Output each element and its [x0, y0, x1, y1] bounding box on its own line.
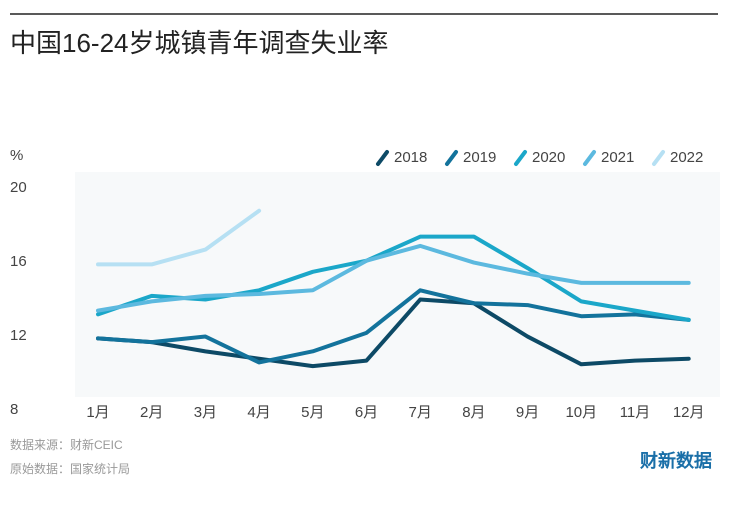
series-line — [96, 243, 691, 313]
y-tick-label: 8 — [10, 401, 18, 418]
series-line — [96, 234, 691, 322]
x-tick-label: 6月 — [355, 404, 378, 421]
x-tick-label: 3月 — [194, 404, 217, 421]
x-tick-label: 12月 — [673, 404, 705, 421]
y-tick-label: 16 — [10, 253, 27, 270]
x-tick-label: 5月 — [301, 404, 324, 421]
x-tick-label: 2月 — [140, 404, 163, 421]
x-tick-label: 1月 — [86, 404, 109, 421]
x-tick-label: 4月 — [247, 404, 270, 421]
legend-label: 2022 — [670, 149, 703, 166]
logo: 财新数据 — [640, 450, 712, 471]
source-note: 原始数据：国家统计局 — [10, 461, 130, 476]
legend-label: 2021 — [601, 149, 634, 166]
source-note: 数据来源：财新CEIC — [10, 437, 123, 452]
legend-label: 2020 — [532, 149, 565, 166]
y-tick-label: 20 — [10, 179, 27, 196]
legend-swatch — [583, 150, 596, 166]
x-tick-label: 11月 — [620, 404, 651, 421]
x-tick-label: 7月 — [409, 404, 432, 421]
legend-label: 2018 — [394, 149, 427, 166]
y-tick-label: 12 — [10, 327, 27, 344]
chart-title: 中国16-24岁城镇青年调查失业率 — [10, 28, 389, 58]
legend-label: 2019 — [463, 149, 496, 166]
legend-swatch — [652, 150, 665, 166]
series-line — [96, 208, 262, 267]
legend-swatch — [514, 150, 527, 166]
legend-swatch — [376, 150, 389, 166]
x-tick-label: 8月 — [462, 404, 485, 421]
legend-swatch — [445, 150, 458, 166]
x-tick-label: 10月 — [565, 404, 597, 421]
y-unit: % — [10, 147, 23, 164]
series-line — [96, 288, 691, 365]
series-line — [96, 297, 691, 369]
x-tick-label: 9月 — [516, 404, 539, 421]
